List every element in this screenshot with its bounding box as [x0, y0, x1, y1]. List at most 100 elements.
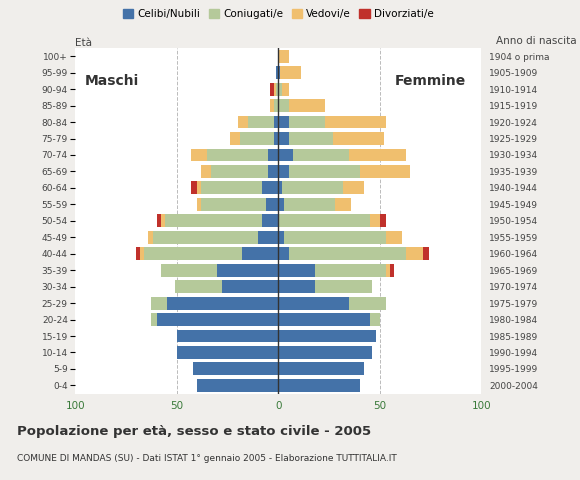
Bar — [270, 83, 274, 96]
Bar — [150, 313, 157, 326]
Bar — [282, 83, 288, 96]
Bar — [315, 264, 386, 276]
Bar — [268, 148, 278, 161]
Bar — [270, 99, 274, 112]
Bar — [360, 165, 411, 178]
Bar — [161, 264, 218, 276]
Bar — [274, 99, 278, 112]
Bar — [197, 181, 201, 194]
Bar — [349, 297, 386, 310]
Bar — [278, 313, 370, 326]
Bar — [175, 280, 222, 293]
Bar — [278, 215, 370, 227]
Text: Popolazione per età, sesso e stato civile - 2005: Popolazione per età, sesso e stato civil… — [17, 425, 372, 438]
Bar — [349, 148, 406, 161]
Bar — [197, 379, 278, 392]
Bar — [197, 198, 201, 211]
Bar — [278, 297, 349, 310]
Bar — [284, 198, 335, 211]
Text: Età: Età — [75, 38, 92, 48]
Bar — [292, 148, 349, 161]
Bar — [177, 346, 278, 359]
Bar — [268, 165, 278, 178]
Bar — [278, 330, 376, 342]
Bar — [165, 215, 262, 227]
Bar — [144, 247, 242, 260]
Bar — [278, 346, 372, 359]
Bar — [315, 280, 372, 293]
Bar — [288, 132, 333, 145]
Bar — [288, 99, 325, 112]
Text: COMUNE DI MANDAS (SU) - Dati ISTAT 1° gennaio 2005 - Elaborazione TUTTITALIA.IT: COMUNE DI MANDAS (SU) - Dati ISTAT 1° ge… — [17, 454, 397, 463]
Bar — [278, 231, 284, 244]
Bar — [335, 198, 351, 211]
Bar — [278, 362, 364, 375]
Bar — [262, 215, 278, 227]
Bar — [266, 198, 278, 211]
Bar — [278, 83, 282, 96]
Bar — [278, 181, 282, 194]
Bar — [242, 247, 278, 260]
Text: Maschi: Maschi — [85, 74, 139, 88]
Bar — [136, 247, 140, 260]
Bar — [240, 132, 274, 145]
Bar — [230, 132, 240, 145]
Bar — [278, 264, 315, 276]
Bar — [161, 215, 165, 227]
Bar — [258, 231, 278, 244]
Bar — [274, 132, 278, 145]
Bar — [238, 116, 248, 129]
Bar — [276, 66, 278, 79]
Bar — [288, 165, 360, 178]
Bar — [262, 181, 278, 194]
Bar — [218, 264, 278, 276]
Bar — [406, 247, 422, 260]
Bar — [370, 313, 380, 326]
Bar — [278, 280, 315, 293]
Bar — [157, 313, 278, 326]
Bar — [278, 247, 288, 260]
Bar — [222, 280, 278, 293]
Text: Femmine: Femmine — [395, 74, 466, 88]
Bar — [380, 215, 386, 227]
Bar — [278, 198, 284, 211]
Bar — [390, 264, 394, 276]
Bar — [157, 215, 161, 227]
Bar — [201, 165, 211, 178]
Bar — [211, 165, 268, 178]
Bar — [288, 247, 406, 260]
Bar — [153, 231, 258, 244]
Bar — [278, 99, 288, 112]
Bar — [280, 66, 300, 79]
Bar — [278, 116, 288, 129]
Bar — [343, 181, 364, 194]
Bar — [191, 181, 197, 194]
Bar — [274, 116, 278, 129]
Bar — [386, 231, 403, 244]
Bar — [193, 362, 278, 375]
Text: Anno di nascita: Anno di nascita — [496, 36, 577, 46]
Bar — [201, 181, 262, 194]
Bar — [278, 165, 288, 178]
Bar — [208, 148, 268, 161]
Bar — [278, 66, 280, 79]
Bar — [288, 116, 325, 129]
Bar — [191, 148, 207, 161]
Bar — [276, 83, 278, 96]
Bar — [150, 297, 166, 310]
Bar — [333, 132, 384, 145]
Bar — [148, 231, 153, 244]
Bar — [282, 181, 343, 194]
Bar — [274, 83, 276, 96]
Bar — [278, 50, 288, 63]
Bar — [278, 132, 288, 145]
Bar — [284, 231, 386, 244]
Bar — [140, 247, 144, 260]
Bar — [370, 215, 380, 227]
Bar — [422, 247, 429, 260]
Bar — [386, 264, 390, 276]
Bar — [201, 198, 266, 211]
Bar — [177, 330, 278, 342]
Bar — [325, 116, 386, 129]
Bar — [278, 379, 360, 392]
